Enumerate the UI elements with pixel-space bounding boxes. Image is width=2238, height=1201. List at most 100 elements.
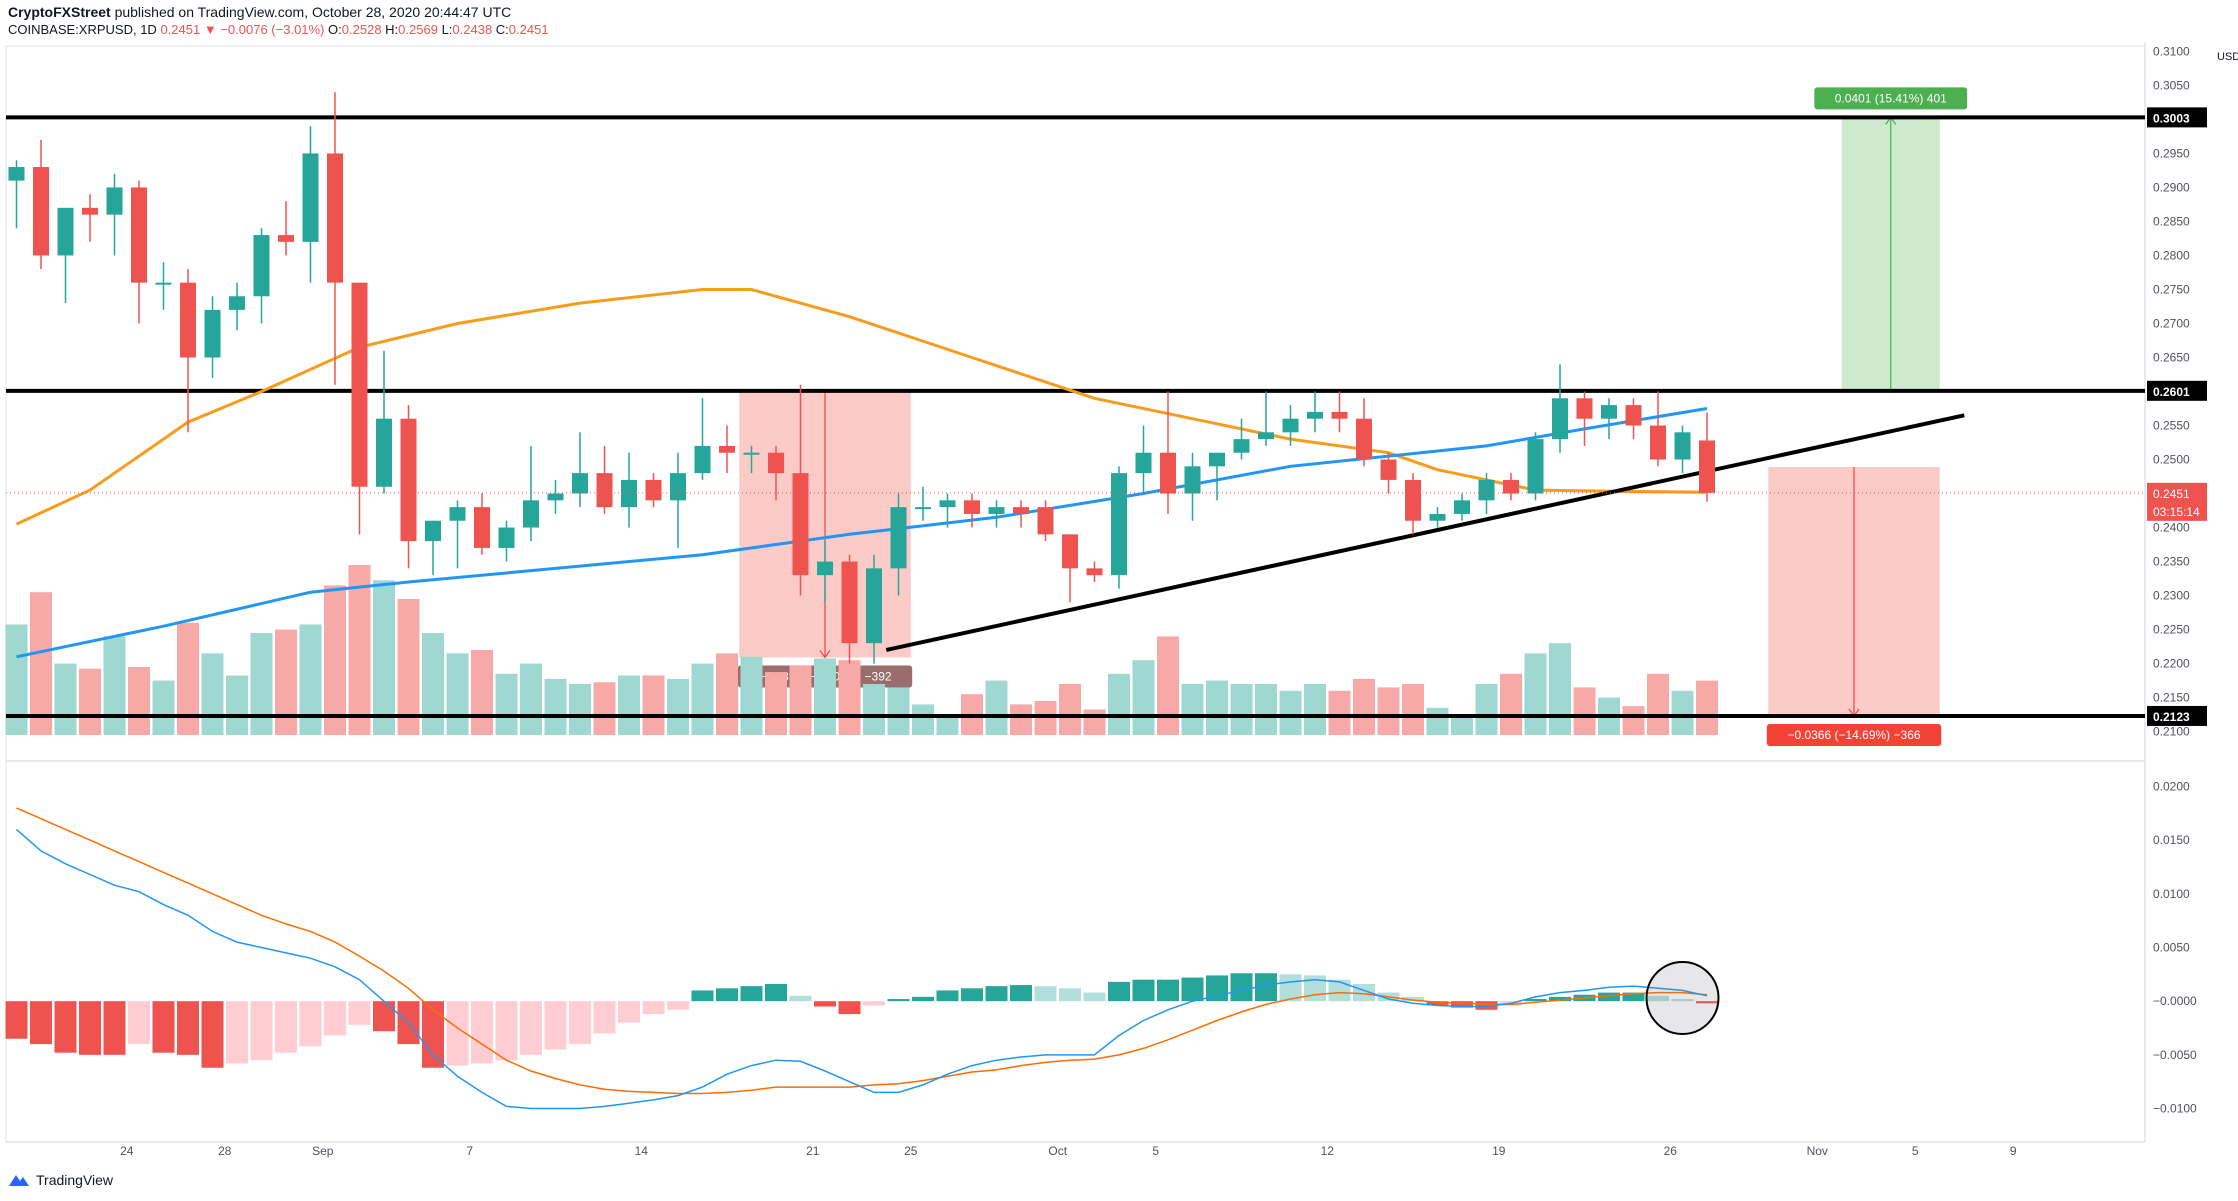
time-tick-label: 19 [1492,1144,1506,1158]
candle-body [1307,411,1323,419]
level-price-label-2: 0.2123 [2153,710,2190,724]
macd-histogram-bar [667,1001,689,1010]
macd-histogram-bar [642,1001,665,1015]
candle-body [498,527,515,548]
price-tick-label: 0.2650 [2153,350,2190,364]
volume-bar [1255,684,1277,735]
candle-body [1601,405,1617,419]
macd-histogram-bar [495,1001,518,1061]
macd-histogram-bar [765,984,787,1002]
candle-body [376,418,392,487]
open-value: 0.2528 [341,22,382,37]
time-tick-label: Sep [312,1144,334,1158]
volume-bar [691,663,714,735]
candle-body [1356,418,1372,460]
macd-tick-label: −0.0100 [2153,1102,2197,1116]
macd-histogram-bar [569,1001,591,1045]
price-tick-label: 0.2900 [2153,180,2190,194]
candle-body [523,500,539,528]
price-tick-label: 0.3050 [2153,78,2190,92]
publisher-name[interactable]: CryptoFXStreet [8,4,111,20]
ascending-trendline [885,413,1965,652]
measure-arrowhead-icon-0 [819,650,831,659]
candle-body [645,479,662,501]
level-price-badge-1 [2147,380,2207,401]
moving-average-orange-line [15,288,1708,526]
time-tick-label: 21 [806,1144,820,1158]
symbol-name[interactable]: COINBASE:XRPUSD, 1D [8,22,157,37]
volume-bar [1549,643,1571,735]
volume-bar [593,682,616,735]
volume-bar [1671,690,1694,735]
candle-body [400,418,417,542]
level-price-label-1: 0.2601 [2153,385,2190,399]
volume-bar [1377,687,1400,735]
volume-bar [250,633,273,735]
candle-body [474,507,490,548]
price-tick-label: 0.2550 [2153,419,2190,433]
macd-histogram-bar [618,1001,640,1023]
low-label: L: [441,22,453,37]
macd-histogram-bar [1402,996,1424,1002]
volume-bar [1475,684,1498,735]
tradingview-logo-icon [9,1175,29,1186]
volume-bar [1034,701,1057,735]
measure-label-1: 0.0401 (15.41%) 401 [1835,91,1947,105]
price-change: −0.0076 (−3.01%) [220,22,325,37]
volume-bar [863,684,885,735]
macd-histogram-bar [716,988,738,1002]
tradingview-branding[interactable]: TradingView [8,1172,113,1188]
measure-label-bg-1 [1814,87,1968,110]
macd-histogram-bar [177,1001,199,1055]
volume-bar [1059,684,1081,735]
macd-histogram-bar [5,1001,28,1039]
volume-bar [618,675,640,735]
volume-bar [422,633,444,735]
macd-histogram-bar [422,1001,444,1068]
candle-body [204,309,221,358]
macd-histogram-bar [226,1001,248,1064]
candle-body [180,282,196,358]
volume-bar [1451,714,1473,735]
macd-histogram-bar [1524,999,1547,1002]
volume-bar [275,629,297,735]
price-tick-label: 0.3100 [2153,44,2190,58]
last-price: 0.2451 [160,22,201,37]
macd-histogram-bar [1083,992,1106,1002]
price-tick-label: 0.2100 [2153,725,2190,739]
macd-histogram-bar [1230,973,1253,1002]
volume-bar [1206,680,1228,735]
volume-bar [985,680,1008,735]
candle-body [719,445,735,453]
price-tick-label: 0.2700 [2153,316,2190,330]
volume-bar [1083,709,1106,735]
chart-publisher-line: CryptoFXStreet published on TradingView.… [8,4,511,20]
candle-body [621,479,637,508]
candle-body [1503,479,1519,494]
price-tick-label: 0.2500 [2153,453,2190,467]
candle-body [351,282,368,487]
candle-body [253,235,270,297]
volume-bar [1304,684,1326,735]
macd-histogram-bar [1328,979,1351,1002]
measure-label-bg-2 [1766,723,1942,746]
macd-histogram-bar [299,1001,322,1047]
candle-body [302,153,319,242]
candle-body [131,187,147,283]
volume-bar [765,672,787,735]
volume-bar [1500,673,1522,735]
macd-histogram-bar [348,1001,371,1025]
price-tick-label: 0.2800 [2153,248,2190,262]
candle-body [1160,452,1176,494]
macd-line [16,828,1708,1110]
symbol-ohlc-line: COINBASE:XRPUSD, 1D 0.2451 ▼ −0.0076 (−3… [8,22,549,37]
volume-bar [397,599,420,735]
time-tick-label: 26 [1664,1144,1678,1158]
macd-histogram-bar [912,996,934,1002]
volume-bar [1132,660,1155,735]
candle-body [82,207,98,215]
candle-body [964,500,980,514]
candle-body [841,561,858,644]
macd-histogram-bar [1598,992,1620,1002]
